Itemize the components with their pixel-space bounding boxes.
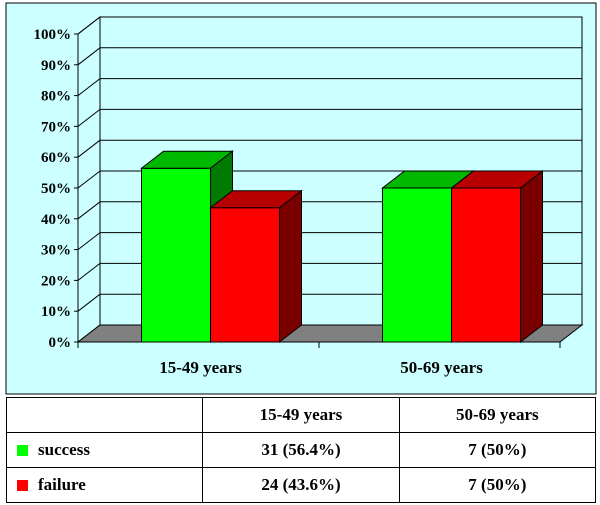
gridline-side	[77, 109, 101, 127]
bar-failure-front	[210, 207, 280, 343]
bar-failure-side	[279, 189, 302, 344]
y-axis: 0% 10% 20% 30% 40% 50% 60% 70% 80% 90% 100%	[34, 27, 79, 351]
y-tick-label: 10%	[41, 304, 71, 320]
y-tick-label: 0%	[49, 335, 72, 351]
legend-label-failure: failure	[38, 475, 86, 494]
legend-swatch-success	[17, 445, 28, 456]
gridline-side	[77, 16, 101, 35]
y-tick-label: 40%	[41, 212, 71, 228]
x-category-label: 15-49 years	[159, 358, 242, 377]
x-axis: 15-49 years 50-69 years	[77, 341, 561, 377]
gridline-side	[77, 293, 101, 312]
table-cell: 24 (43.6%)	[202, 467, 400, 503]
legend-label-success: success	[38, 440, 90, 459]
bar-success-front	[382, 187, 452, 343]
gridline-side	[77, 170, 101, 189]
table-header-cell: 15-49 years	[202, 397, 400, 433]
bar-failure-front	[451, 187, 521, 343]
gridline-side	[77, 201, 101, 220]
y-tick-label: 50%	[41, 181, 71, 197]
table-cell: 7 (50%)	[398, 467, 597, 503]
bar-success-front	[141, 167, 211, 343]
gridline-side	[77, 139, 101, 158]
table-corner-cell	[5, 397, 204, 433]
gridline-side	[77, 78, 101, 96]
bar-chart: 0% 10% 20% 30% 40% 50% 60% 70% 80% 90% 100% 15-49 …	[5, 2, 597, 395]
y-tick-label: 100%	[34, 27, 72, 43]
table-cell: 7 (50%)	[398, 432, 597, 468]
y-tick-label: 90%	[41, 58, 71, 74]
legend-swatch-failure	[17, 480, 28, 491]
table-row: failure 24 (43.6%) 7 (50%)	[5, 467, 597, 503]
legend-success: success	[5, 432, 204, 468]
x-category-label: 50-69 years	[400, 358, 483, 377]
table-header-cell: 50-69 years	[398, 397, 597, 433]
gridline-side	[77, 47, 101, 66]
bars	[140, 150, 544, 344]
table-cell: 31 (56.4%)	[202, 432, 400, 468]
y-tick-label: 30%	[41, 243, 71, 259]
gridline-side	[77, 263, 101, 281]
table-row: success 31 (56.4%) 7 (50%)	[5, 432, 597, 468]
y-tick-label: 80%	[41, 89, 71, 105]
legend-failure: failure	[5, 467, 204, 503]
y-tick-label: 20%	[41, 273, 71, 289]
y-tick-label: 60%	[41, 150, 71, 166]
data-table: 15-49 years 50-69 years success 31 (56.4…	[5, 397, 597, 503]
y-tick-label: 70%	[41, 119, 71, 135]
bar-failure-side	[520, 169, 543, 344]
table-header-row: 15-49 years 50-69 years	[5, 397, 597, 433]
gridline-side	[77, 232, 101, 250]
